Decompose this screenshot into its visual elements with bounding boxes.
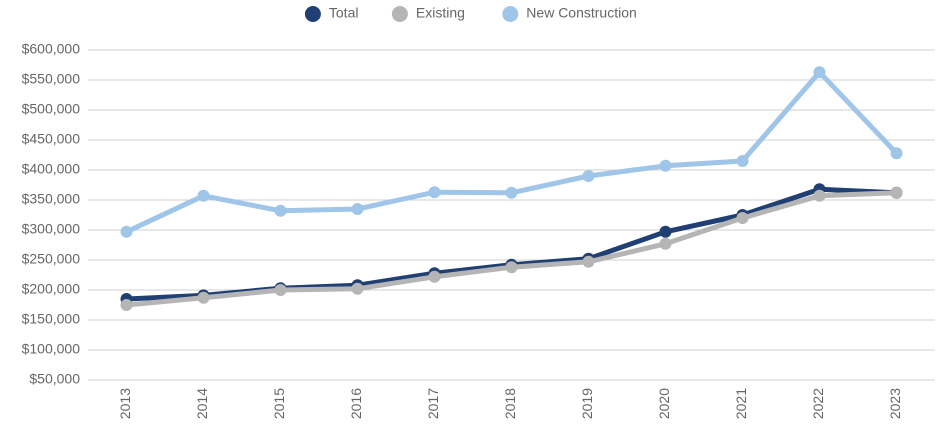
data-point xyxy=(120,225,133,238)
data-point xyxy=(351,282,364,295)
data-point xyxy=(351,203,364,215)
data-point xyxy=(197,189,210,202)
y-tick-label: $300,000 xyxy=(22,221,81,237)
y-tick-label: $150,000 xyxy=(22,311,81,327)
data-point xyxy=(813,66,826,79)
data-point xyxy=(582,255,595,268)
y-tick-label: $50,000 xyxy=(29,371,80,387)
y-tick-label: $250,000 xyxy=(22,251,81,267)
data-point xyxy=(197,291,210,304)
data-point xyxy=(505,186,518,199)
y-tick-label: $500,000 xyxy=(22,101,81,117)
x-tick-label: 2021 xyxy=(733,388,749,419)
y-tick-label: $100,000 xyxy=(22,341,81,357)
data-point xyxy=(274,284,287,296)
data-point xyxy=(890,147,903,160)
data-point xyxy=(659,225,672,238)
x-tick-label: 2023 xyxy=(887,388,903,419)
x-tick-label: 2022 xyxy=(810,388,826,419)
y-tick-label: $550,000 xyxy=(22,71,81,87)
data-point xyxy=(428,186,441,199)
x-tick-label: 2016 xyxy=(348,388,364,419)
data-point xyxy=(736,155,749,167)
data-point xyxy=(736,212,749,224)
data-point xyxy=(505,261,518,274)
legend-label: Existing xyxy=(416,5,465,21)
legend-swatch xyxy=(304,6,321,22)
x-tick-label: 2017 xyxy=(425,388,441,419)
legend-label: New Construction xyxy=(526,5,637,21)
legend-label: Total xyxy=(329,5,359,21)
data-point xyxy=(890,186,903,199)
y-tick-label: $400,000 xyxy=(22,161,81,177)
x-tick-label: 2013 xyxy=(117,388,133,419)
x-tick-label: 2018 xyxy=(502,388,518,419)
data-point xyxy=(582,170,595,182)
y-tick-label: $350,000 xyxy=(22,191,81,207)
data-point xyxy=(659,159,672,172)
legend-swatch xyxy=(391,6,408,22)
x-tick-label: 2014 xyxy=(194,388,210,419)
data-point xyxy=(274,204,287,217)
x-tick-label: 2015 xyxy=(271,388,287,419)
y-tick-label: $600,000 xyxy=(22,41,81,57)
y-tick-label: $200,000 xyxy=(22,281,81,297)
data-point xyxy=(428,270,441,283)
y-tick-label: $450,000 xyxy=(22,131,81,147)
data-point xyxy=(659,237,672,250)
series-line xyxy=(126,190,897,308)
legend-swatch xyxy=(502,6,519,22)
data-point xyxy=(120,299,133,311)
x-tick-label: 2020 xyxy=(656,388,672,419)
data-point xyxy=(813,189,826,202)
x-tick-label: 2019 xyxy=(579,388,595,419)
